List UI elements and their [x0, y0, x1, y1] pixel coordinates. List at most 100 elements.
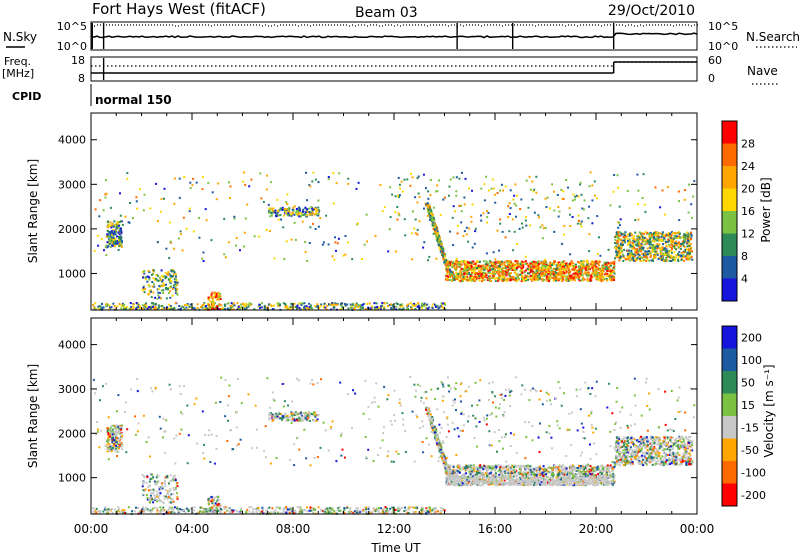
power-echo — [596, 197, 598, 200]
velocity-echo — [360, 510, 363, 513]
power-echo — [680, 251, 683, 254]
power-colorbar-tick: 4 — [741, 273, 748, 286]
power-echo — [295, 212, 298, 215]
power-echo — [435, 190, 438, 193]
power-echo — [504, 273, 506, 276]
power-echo — [649, 250, 652, 253]
power-echo — [237, 305, 240, 308]
power-echo — [314, 178, 317, 181]
velocity-echo — [483, 476, 486, 479]
power-echo — [527, 275, 530, 278]
power-echo — [678, 233, 681, 235]
power-echo — [617, 231, 620, 234]
power-echo — [471, 275, 474, 278]
velocity-echo — [159, 511, 162, 514]
power-echo — [490, 268, 493, 271]
power-echo — [414, 218, 417, 221]
power-echo — [548, 278, 551, 281]
power-echo — [685, 257, 688, 260]
velocity-echo — [168, 506, 171, 509]
power-echo — [279, 214, 282, 217]
power-echo — [455, 267, 458, 270]
power-echo — [156, 279, 159, 282]
power-echo — [463, 272, 466, 275]
velocity-echo — [428, 508, 431, 511]
power-echo — [171, 294, 174, 297]
power-echo — [470, 220, 473, 223]
power-echo — [272, 308, 275, 311]
power-echo — [636, 248, 639, 251]
power-echo — [406, 178, 409, 181]
velocity-echo — [431, 509, 434, 512]
power-echo — [681, 240, 684, 243]
power-echo — [104, 196, 107, 199]
power-echo — [453, 279, 456, 281]
velocity-echo — [116, 509, 119, 512]
power-echo — [110, 230, 113, 233]
velocity-echo — [168, 508, 170, 511]
power-echo — [631, 247, 634, 250]
power-echo — [592, 270, 595, 273]
power-echo — [467, 240, 470, 243]
power-echo — [615, 255, 618, 258]
velocity-echo — [265, 509, 268, 512]
power-echo — [671, 240, 674, 243]
power-echo — [227, 241, 230, 244]
power-echo — [183, 308, 186, 310]
power-echo — [615, 254, 618, 256]
power-echo — [521, 260, 524, 263]
power-echo — [557, 206, 560, 208]
power-echo — [636, 256, 639, 259]
freq-tick-top: 18 — [71, 54, 85, 67]
power-echo — [160, 297, 162, 300]
power-echo — [220, 308, 223, 311]
power-echo — [670, 235, 673, 237]
power-echo — [443, 255, 446, 258]
velocity-echo — [546, 466, 549, 469]
velocity-echo — [298, 511, 301, 514]
power-echo — [289, 305, 292, 308]
power-echo — [219, 293, 222, 295]
velocity-echo — [123, 510, 125, 513]
power-echo — [546, 278, 549, 281]
power-echo — [513, 230, 516, 233]
velocity-echo — [153, 506, 156, 509]
power-echo — [598, 272, 600, 274]
power-echo — [314, 228, 317, 230]
power-echo — [455, 271, 458, 274]
power-echo — [427, 210, 430, 213]
power-echo — [270, 181, 273, 184]
power-echo — [288, 213, 291, 216]
power-echo — [169, 308, 172, 311]
power-echo — [203, 303, 205, 306]
power-echo — [109, 234, 112, 237]
power-echo — [301, 308, 304, 311]
power-echo — [661, 248, 664, 251]
power-scatter — [92, 171, 696, 311]
power-echo — [661, 231, 664, 234]
power-echo — [559, 270, 562, 273]
power-echo — [593, 273, 596, 276]
power-echo — [581, 278, 584, 281]
power-echo — [632, 259, 635, 262]
power-echo — [640, 238, 643, 241]
power-echo — [108, 304, 111, 307]
velocity-echo — [198, 512, 201, 515]
power-y-tick-label: 2000 — [58, 223, 86, 236]
power-echo — [470, 268, 473, 270]
velocity-echo — [255, 508, 258, 511]
power-echo — [286, 214, 289, 217]
power-echo — [118, 243, 121, 246]
power-echo — [291, 211, 294, 214]
power-echo — [563, 224, 566, 227]
power-echo — [594, 268, 597, 271]
power-echo — [409, 302, 412, 305]
velocity-echo — [389, 507, 392, 510]
power-echo — [553, 209, 556, 212]
power-echo — [319, 305, 322, 307]
power-echo — [107, 220, 109, 223]
power-echo — [455, 258, 458, 260]
power-echo — [350, 306, 353, 309]
power-echo — [176, 288, 179, 291]
velocity-echo — [193, 506, 196, 509]
